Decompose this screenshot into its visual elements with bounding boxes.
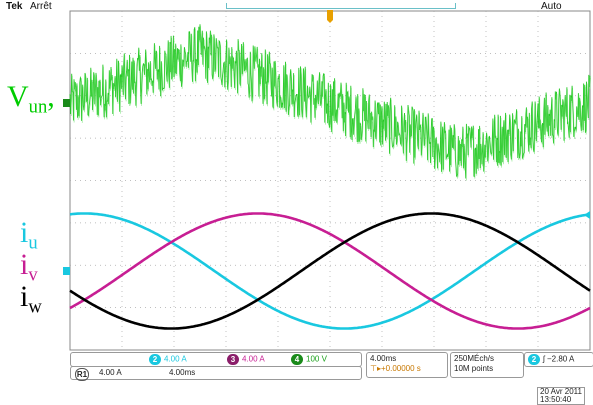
timebase: 4.00ms bbox=[370, 354, 397, 363]
graticule bbox=[69, 10, 591, 351]
ch3-setting[interactable]: 3 4.00 A bbox=[227, 354, 265, 365]
trigger-level: ʃ −2.80 A bbox=[543, 354, 575, 364]
time: 13:50:40 bbox=[540, 395, 572, 404]
trace-v-un-shadow bbox=[70, 26, 591, 181]
ref-scale: 4.00 A bbox=[99, 368, 122, 377]
ch2-scale: 4.00 A bbox=[164, 354, 187, 364]
timebase-box[interactable]: 4.00ms ⊤▸+0.00000 s bbox=[366, 352, 448, 378]
ref-badge: R1 bbox=[75, 368, 89, 381]
marker-layer bbox=[63, 10, 590, 275]
reference-settings-row[interactable]: R1 4.00 A 4.00ms bbox=[70, 366, 362, 381]
trigger-level-marker bbox=[584, 211, 590, 219]
trigger-position-icon: ⊤▸ bbox=[370, 364, 381, 373]
trigger-position-marker bbox=[327, 10, 333, 23]
trace-layer bbox=[69, 24, 591, 330]
ch2-ground-marker bbox=[63, 267, 70, 275]
record-length: 10M points bbox=[454, 364, 494, 373]
trace-v-un bbox=[69, 24, 591, 179]
ch3-scale: 4.00 A bbox=[242, 354, 265, 364]
ch3-badge: 3 bbox=[227, 354, 239, 365]
label-i-v: iv bbox=[20, 248, 38, 286]
trace-i-w bbox=[69, 212, 591, 330]
trace-i-v bbox=[69, 212, 591, 330]
label-i-w: iw bbox=[20, 280, 42, 318]
ch4-setting[interactable]: 4 100 V bbox=[291, 354, 327, 365]
timestamp: 20 Avr 2011 13:50:40 bbox=[537, 387, 585, 405]
sample-rate: 250MÉch/s bbox=[454, 354, 495, 363]
trigger-source-badge: 2 bbox=[528, 354, 540, 365]
label-i-u: iu bbox=[20, 216, 38, 254]
ch2-setting[interactable]: 2 4.00 A bbox=[149, 354, 187, 365]
ch2-badge: 2 bbox=[149, 354, 161, 365]
brand-logo: Tek bbox=[6, 1, 23, 12]
trace-i-u bbox=[69, 212, 591, 330]
acquisition-state: Arrêt bbox=[30, 1, 52, 12]
ch4-scale: 100 V bbox=[306, 354, 327, 364]
channel-settings-row[interactable]: 2 4.00 A 3 4.00 A 4 100 V bbox=[70, 352, 362, 367]
label-v-un: Vun, bbox=[7, 80, 55, 118]
record-view-bar bbox=[226, 3, 456, 9]
ref-time: 4.00ms bbox=[169, 368, 196, 377]
trigger-mode: Auto bbox=[541, 1, 562, 12]
date: 20 Avr 2011 bbox=[540, 387, 582, 396]
acquisition-box[interactable]: 250MÉch/s 10M points bbox=[450, 352, 524, 378]
trigger-delay: ⊤▸+0.00000 s bbox=[370, 364, 421, 373]
ch4-ground-marker bbox=[63, 99, 70, 107]
ch4-badge: 4 bbox=[291, 354, 303, 365]
